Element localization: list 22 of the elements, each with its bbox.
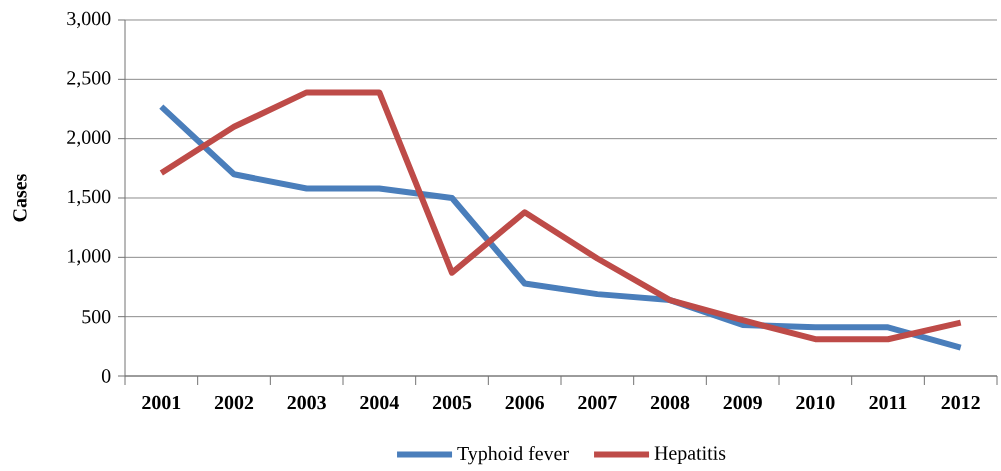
y-tick-label: 500 xyxy=(82,309,111,324)
x-tick-label: 2009 xyxy=(723,395,762,410)
legend-label: Typhoid fever xyxy=(457,446,569,465)
x-tick-label: 2011 xyxy=(869,395,907,410)
y-tick-label: 3,000 xyxy=(67,11,111,29)
y-tick-label: 1,500 xyxy=(68,189,111,207)
y-tick-label: 0 xyxy=(101,369,111,383)
x-tick-label: 2004 xyxy=(360,395,399,410)
y-axis-title: Cases xyxy=(13,174,27,222)
y-tick-label: 2,000 xyxy=(67,130,111,147)
x-tick-label: 2006 xyxy=(505,395,545,410)
x-tick-label: 2005 xyxy=(432,395,472,410)
x-tick-label: 2010 xyxy=(796,395,835,410)
x-tick-label: 2007 xyxy=(578,395,617,410)
x-tick-label: 2002 xyxy=(214,395,254,410)
legend-label: Hepatitis xyxy=(654,446,726,464)
x-tick-label: 2012 xyxy=(941,395,980,410)
y-tick-label: 2,500 xyxy=(67,71,111,88)
x-tick-label: 2003 xyxy=(287,395,326,410)
y-tick-label: 1,000 xyxy=(68,249,111,266)
x-tick-label: 2008 xyxy=(650,395,690,410)
x-tick-label: 2001 xyxy=(142,395,181,410)
